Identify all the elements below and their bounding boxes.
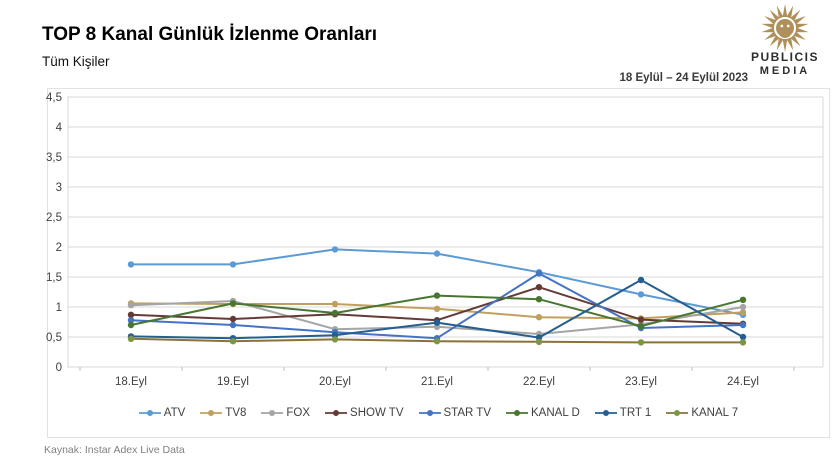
legend-item-kanal-d: KANAL D: [506, 407, 580, 419]
data-point: [433, 338, 441, 345]
chart-title: TOP 8 Kanal Günlük İzlenme Oranları: [42, 24, 378, 45]
data-point: [127, 335, 135, 342]
legend-item-trt-1: TRT 1: [594, 407, 652, 419]
y-axis-tick-label: 2,5: [46, 212, 62, 224]
data-point: [229, 315, 237, 323]
chart-legend: ATV TV8 FOX SHOW TV STAR TV KANAL D TRT 1 KANAL…: [48, 407, 829, 419]
data-point: [127, 321, 135, 329]
data-point: [739, 321, 747, 329]
data-point: [637, 316, 645, 323]
legend-label: SHOW TV: [350, 407, 404, 419]
data-point: [739, 296, 747, 303]
legend-item-atv: ATV: [138, 407, 186, 419]
data-point: [127, 261, 135, 268]
x-axis-tick-label: 18.Eyl: [115, 376, 147, 388]
legend-marker-icon: [666, 410, 689, 416]
legend-marker-icon: [594, 410, 617, 416]
x-axis-tick-label: 23.Eyl: [625, 376, 657, 388]
data-point: [739, 339, 747, 346]
data-point: [637, 276, 645, 284]
legend-label: STAR TV: [443, 407, 492, 419]
y-axis-tick-label: 0,5: [46, 332, 62, 344]
data-point: [331, 309, 339, 317]
data-point: [637, 291, 645, 298]
data-point: [331, 300, 339, 308]
y-axis-tick-label: 3: [56, 182, 62, 194]
source-note: Kaynak: Instar Adex Live Data: [44, 444, 185, 456]
data-point: [739, 303, 747, 311]
legend-label: TV8: [225, 407, 247, 419]
data-point: [535, 296, 543, 303]
data-point: [127, 311, 135, 318]
data-point: [637, 323, 645, 330]
data-point: [739, 333, 747, 341]
legend-marker-icon: [325, 410, 348, 416]
y-axis-tick-label: 0: [56, 362, 62, 374]
legend-label: ATV: [163, 407, 186, 419]
plot-border: [67, 96, 824, 368]
data-point: [433, 319, 441, 326]
legend-label: TRT 1: [619, 407, 652, 419]
legend-item-star-tv: STAR TV: [418, 407, 492, 419]
legend-marker-icon: [418, 410, 441, 416]
x-axis-tick-label: 21.Eyl: [421, 376, 453, 388]
data-point: [331, 246, 339, 253]
logo-text-media: MEDIA: [759, 65, 811, 77]
chart-frame: ATV TV8 FOX SHOW TV STAR TV KANAL D TRT 1 KANAL…: [47, 88, 830, 438]
lion-sunburst-icon: [761, 4, 809, 52]
data-point: [127, 302, 135, 309]
x-axis-tick-label: 20.Eyl: [319, 376, 351, 388]
x-axis-tick-label: 24.Eyl: [727, 376, 759, 388]
legend-label: FOX: [286, 407, 311, 419]
data-point: [637, 339, 645, 346]
data-point: [535, 284, 543, 291]
chart-subtitle: Tüm Kişiler: [42, 54, 110, 69]
series-kanal-d: [127, 292, 747, 330]
y-axis-tick-label: 3,5: [46, 152, 62, 164]
publicis-media-logo: PUBLICIS MEDIA: [735, 2, 835, 77]
legend-label: KANAL D: [531, 407, 580, 419]
data-point: [229, 338, 237, 345]
legend-label: KANAL 7: [691, 407, 739, 419]
legend-marker-icon: [200, 410, 223, 416]
data-point: [535, 314, 543, 321]
y-axis-tick-label: 2: [56, 242, 62, 254]
y-axis-tick-label: 1,5: [46, 272, 62, 284]
data-point: [535, 270, 543, 277]
legend-item-fox: FOX: [261, 407, 310, 419]
data-point: [433, 250, 441, 257]
data-point: [229, 300, 237, 307]
legend-marker-icon: [138, 410, 161, 416]
data-point: [229, 321, 237, 329]
date-range-label: 18 Eylül – 24 Eylül 2023: [619, 72, 749, 84]
data-point: [433, 305, 441, 312]
legend-item-kanal-7: KANAL 7: [666, 407, 738, 419]
legend-item-show-tv: SHOW TV: [325, 407, 404, 419]
y-axis-tick-label: 4,5: [46, 92, 62, 104]
x-axis-tick-label: 22.Eyl: [523, 376, 555, 388]
data-point: [433, 292, 441, 299]
data-point: [331, 336, 339, 343]
data-point: [535, 338, 543, 345]
series-kanal-7: [127, 335, 747, 346]
y-axis-tick-label: 4: [56, 122, 63, 134]
y-axis-tick-label: 1: [56, 302, 62, 314]
data-point: [127, 317, 135, 324]
legend-marker-icon: [506, 410, 528, 416]
logo-text-publicis: PUBLICIS: [750, 50, 819, 64]
legend-marker-icon: [261, 410, 284, 416]
data-point: [739, 309, 747, 316]
legend-item-tv8: TV8: [200, 407, 246, 419]
data-point: [229, 261, 237, 268]
x-axis-tick-label: 19.Eyl: [217, 376, 249, 388]
